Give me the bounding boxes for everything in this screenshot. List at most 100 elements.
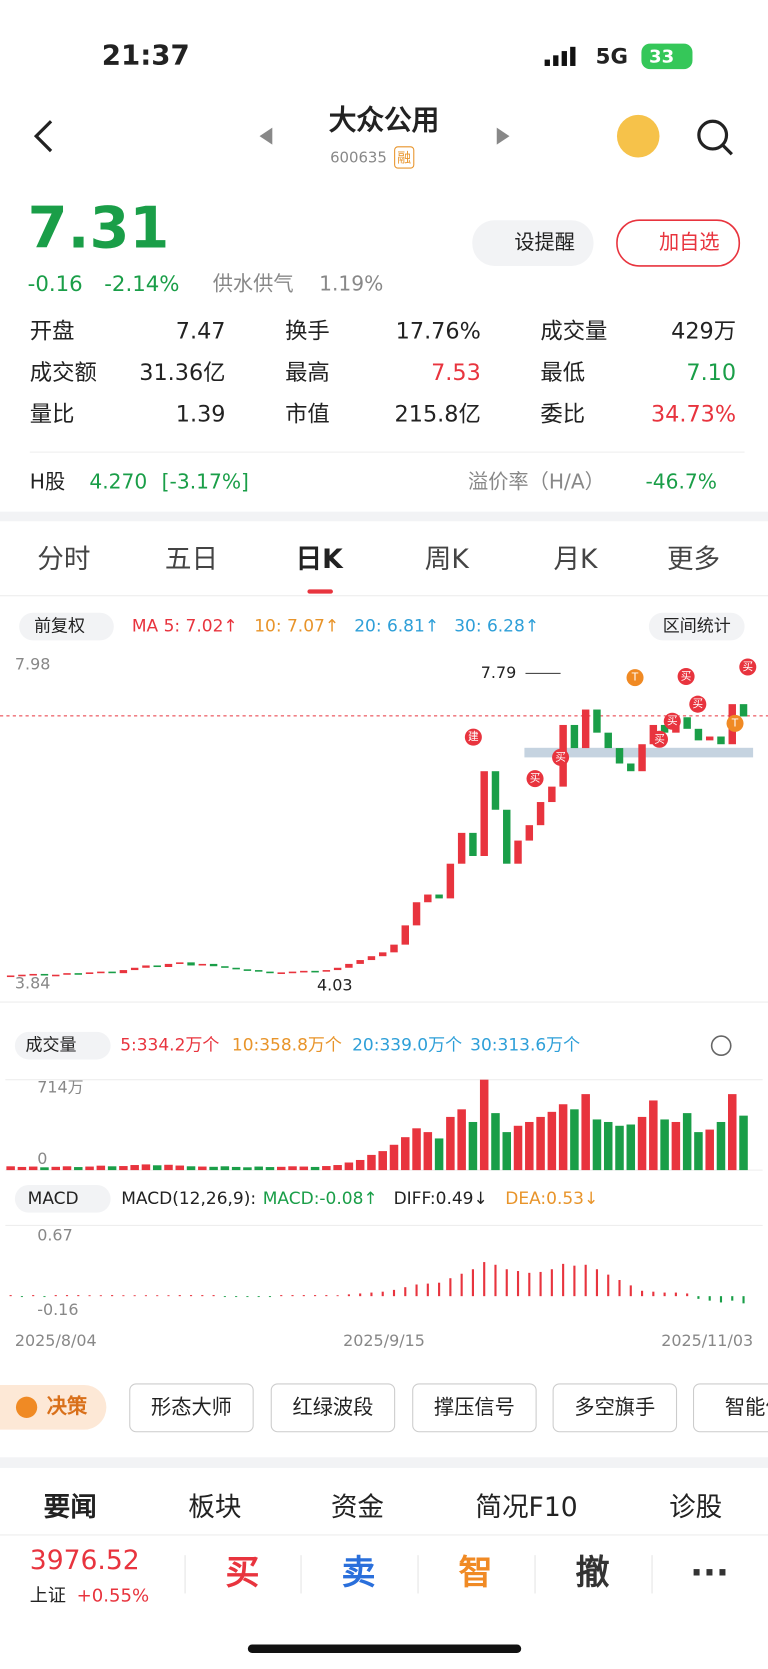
tab[interactable]: 日K [296,544,345,575]
stat-label: 成交量 [540,318,607,344]
tab[interactable]: 周K [425,544,470,575]
candle-body [379,952,387,957]
badge: 融 [397,151,411,167]
volume-bar [525,1121,534,1171]
candle-body [514,840,522,864]
news-tab[interactable]: 板块 [188,1492,241,1523]
hshare-price: 4.270 [89,469,147,493]
tab-indicator [307,589,333,594]
stat-label: 最高 [285,360,330,386]
macd-label: MACD [28,1189,79,1209]
candle-body [187,962,195,966]
volume-pill[interactable] [14,1031,111,1060]
trade-action[interactable]: 卖 [341,1553,375,1593]
next-stock[interactable] [496,127,510,145]
tab[interactable]: 更多 [667,544,720,575]
signal-marker [552,748,570,766]
vol-ma30: 30:313.6万个 [470,1036,580,1056]
candle-body [232,967,240,970]
volume-bar [322,1166,331,1171]
volume-bar [682,1113,692,1171]
watch-button[interactable] [616,219,741,267]
candle-body [570,724,579,749]
volume-bar [739,1115,748,1171]
macd-pill[interactable] [14,1184,111,1213]
alert-button[interactable] [472,220,594,266]
tab[interactable]: 分时 [37,544,90,575]
trade-action[interactable]: 撤 [575,1553,609,1593]
candle-body [243,969,252,971]
home-indicator [247,1644,522,1654]
news-tab[interactable]: 简况F10 [475,1492,577,1523]
adjust-pill[interactable] [19,612,114,641]
stat-value: 7.47 [176,318,226,344]
stat-label: 开盘 [30,318,75,344]
signal-marker [689,695,707,713]
signal-label: 建 [468,730,479,743]
trade-action[interactable]: 智 [458,1553,492,1593]
tool-button[interactable] [412,1383,537,1433]
range: 区间统计 [663,617,731,637]
badge-box [394,146,415,169]
change: -0.16 [28,272,83,297]
news-tab[interactable]: 资金 [331,1492,384,1523]
back-button[interactable] [33,120,53,153]
news-tab[interactable]: 诊股 [669,1492,722,1523]
search[interactable] [697,119,729,151]
y-tick-label: 714万 [37,1078,83,1097]
tab[interactable]: 月K [553,544,598,575]
tool-button[interactable] [693,1383,768,1433]
volume-bar [40,1167,49,1171]
low-label: 4.03 [317,976,353,995]
range-pill[interactable] [648,612,745,641]
stat-value: 7.10 [686,360,736,386]
tool-button[interactable] [129,1383,254,1433]
volume-bar [536,1116,545,1171]
date-mid: 2025/9/15 [343,1331,425,1350]
signal-label: T [631,671,639,684]
prev-stock[interactable] [259,127,273,145]
volume-bar [558,1104,568,1171]
sector[interactable]: 供水供气 [213,272,294,296]
volume-bar [130,1165,139,1171]
ma20: 20: 6.81↑ [354,617,439,637]
stat-label: 委比 [540,401,585,427]
trade-action[interactable]: ··· [690,1553,729,1593]
volume-bar [152,1165,162,1171]
signal-marker [526,770,544,788]
candle-body [638,744,646,772]
settings[interactable] [710,1035,732,1057]
decision-pill[interactable] [0,1384,107,1430]
stat-label: 市值 [285,401,330,427]
candle-body [593,709,601,733]
signal-marker [726,714,744,732]
date-start: 2025/8/04 [15,1331,97,1350]
volume-bar [457,1109,466,1171]
candle-body [130,967,139,971]
stat-label: 换手 [285,318,330,344]
volume-bar [96,1165,106,1171]
tool-button[interactable] [270,1383,396,1433]
tool-label: 撑压信号 [434,1395,515,1419]
candle-body [119,970,128,974]
y-tick-label: -0.16 [37,1300,78,1319]
volume-bar [637,1116,647,1171]
volume-bar [288,1166,297,1171]
tab[interactable]: 五日 [165,544,218,575]
trade-action[interactable]: 买 [226,1553,260,1593]
candle-body [503,809,511,864]
mascot[interactable] [616,114,660,158]
tool-label: 形态大师 [151,1395,232,1419]
volume-bar [276,1166,286,1171]
premium-label: 溢价率（H/A） [468,469,605,493]
volume-bar [581,1094,590,1171]
battery-level: 33 [649,46,674,67]
volume-bar [705,1129,714,1171]
news-tab[interactable]: 要闻 [44,1492,97,1523]
status-time: 21:37 [102,38,190,71]
tool-button[interactable] [552,1383,678,1433]
volume-bar [164,1164,173,1171]
battery [641,43,693,70]
candle-body [74,973,83,975]
watch-label: 加自选 [659,230,720,254]
